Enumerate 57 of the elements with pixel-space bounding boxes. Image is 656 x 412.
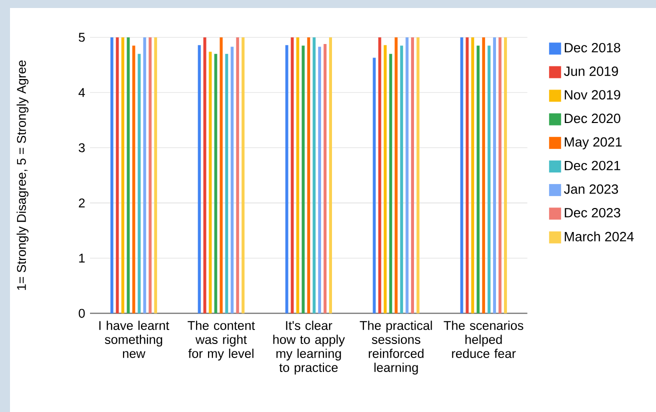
x-tick-label: The scenarios helped reduce fear [444, 320, 524, 358]
legend-label: May 2021 [564, 137, 622, 150]
bar [318, 46, 322, 314]
bar [504, 37, 507, 314]
bar [471, 37, 474, 314]
bar [389, 54, 392, 314]
bar [400, 46, 404, 314]
bar [329, 37, 332, 314]
y-tick-label: 4 [78, 88, 85, 97]
bar [138, 54, 141, 314]
bar [394, 37, 398, 314]
legend-label: Nov 2019 [564, 90, 620, 100]
legend-label: Dec 2023 [564, 208, 620, 218]
bar [220, 37, 223, 314]
bar [482, 37, 486, 314]
bar [143, 37, 146, 314]
legend-label: Dec 2020 [564, 114, 620, 124]
y-tick-label: 0 [78, 308, 85, 318]
legend-label: Jan 2023 [564, 184, 618, 194]
bar [121, 37, 124, 314]
bar [116, 37, 119, 314]
bar [203, 37, 206, 314]
bar [416, 37, 420, 314]
bar [411, 37, 414, 314]
x-tick-label: The content was right for my level [188, 320, 255, 361]
x-tick-label: I have learnt something new [99, 320, 170, 358]
bar [148, 37, 152, 314]
bar [230, 46, 234, 314]
y-tick-label: 5 [78, 32, 85, 42]
bar [236, 37, 240, 314]
legend-label: Dec 2018 [564, 42, 620, 52]
bar [242, 37, 245, 314]
bar [324, 44, 327, 314]
bar [488, 46, 491, 314]
bar [110, 37, 114, 314]
x-tick-label: It's clear how to apply my learning to practice [273, 320, 345, 375]
legend-label: Dec 2021 [564, 160, 620, 170]
bar [493, 37, 496, 314]
bar [498, 37, 502, 314]
bar [384, 45, 387, 314]
bar [466, 37, 469, 314]
y-tick-label: 2 [78, 198, 85, 208]
legend-label: Jun 2019 [564, 66, 618, 76]
bar [198, 45, 201, 314]
bar [307, 37, 310, 314]
bar [312, 37, 316, 314]
legend-label: March 2024 [564, 232, 634, 242]
bar [285, 45, 288, 314]
y-axis-title: 1= Strongly Disagree, 5 = Strongly Agree [16, 60, 28, 290]
y-tick-label: 1 [79, 254, 85, 262]
bar [154, 37, 158, 314]
x-tick-label: The practical sessions reinforced learning [360, 320, 432, 375]
bar [476, 46, 480, 314]
bar [225, 54, 228, 314]
bar [406, 37, 409, 314]
y-tick-label: 3 [78, 143, 85, 152]
bar [302, 46, 305, 314]
